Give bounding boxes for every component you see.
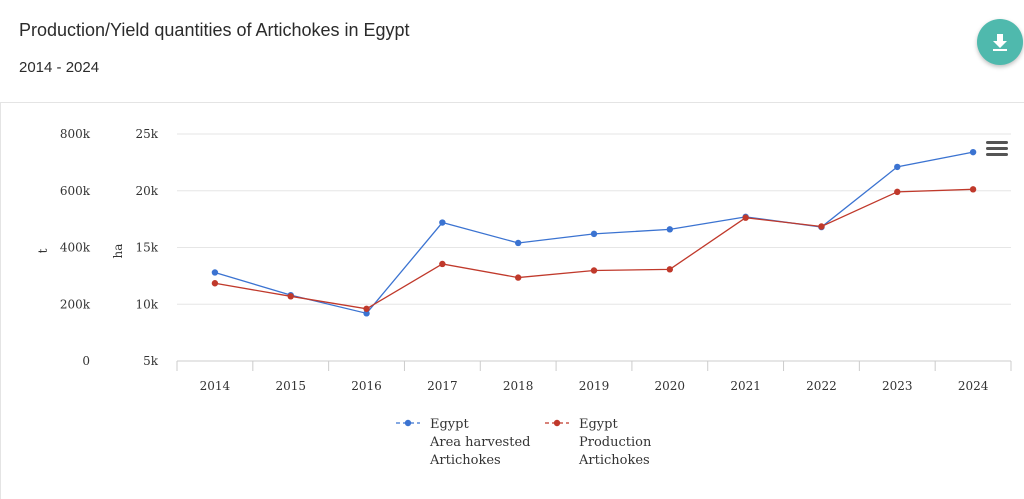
chart-title: Production/Yield quantities of Artichoke… <box>19 20 410 40</box>
series-2-point <box>742 214 749 221</box>
legend-swatch-marker <box>553 419 561 427</box>
series-2-point <box>211 280 219 287</box>
left-axis-tick-label: 0 <box>82 354 90 368</box>
x-axis-tick-label: 2020 <box>655 379 686 393</box>
chart-header: Production/Yield quantities of Artichoke… <box>0 0 1024 103</box>
x-axis-tick-label: 2019 <box>579 379 610 393</box>
legend-label: Egypt <box>430 417 469 432</box>
series-1-point <box>211 269 219 276</box>
chart-subtitle: 2014 - 2024 <box>19 59 100 76</box>
series-2-point <box>818 223 825 230</box>
right-axis-title: ha <box>111 244 125 259</box>
x-axis-tick-label: 2014 <box>200 379 231 393</box>
left-axis-tick-label: 800k <box>60 127 91 141</box>
series-1-point <box>969 148 977 156</box>
panel-divider <box>0 102 1 499</box>
x-axis-tick-label: 2023 <box>882 379 913 393</box>
x-axis-tick-label: 2016 <box>351 379 382 393</box>
series-2-point <box>590 267 598 274</box>
right-axis-tick-label: 5k <box>143 354 159 368</box>
left-axis-tick-label: 600k <box>60 184 91 198</box>
hamburger-menu-icon[interactable] <box>986 141 1008 157</box>
download-button[interactable] <box>977 19 1023 65</box>
x-axis-tick-label: 2024 <box>958 379 989 393</box>
left-axis-title: t <box>36 248 50 253</box>
legend-label: Egypt <box>579 417 618 432</box>
left-axis-tick-label: 400k <box>60 241 91 255</box>
legend-label: Production <box>579 435 652 450</box>
download-icon <box>993 34 1007 51</box>
series-1-point <box>363 310 370 317</box>
series-2-point <box>894 188 901 196</box>
left-axis-tick-label: 200k <box>60 297 91 311</box>
right-axis-tick-label: 10k <box>135 297 158 311</box>
series-2-point <box>514 274 522 281</box>
legend-swatch-marker <box>404 419 412 427</box>
x-axis-tick-label: 2021 <box>730 379 761 393</box>
series-2-point <box>439 260 446 268</box>
series-1-point <box>666 226 674 233</box>
series-line-2 <box>214 188 974 310</box>
series-2-point <box>969 186 977 193</box>
right-axis-tick-label: 15k <box>135 241 158 255</box>
chart-area: 5k 0 10k 200k 15k 400k 20k 600k 25k 800k t ha 2014 20… <box>36 127 1012 468</box>
right-axis-tick-label: 20k <box>135 184 158 198</box>
series-1-point <box>514 239 522 247</box>
legend-label: Artichokes <box>578 453 650 468</box>
series-2-point <box>666 266 674 273</box>
x-axis-tick-label: 2018 <box>503 379 534 393</box>
series-1-point <box>590 230 598 238</box>
series-2-point <box>287 293 294 300</box>
x-axis-tick-label: 2022 <box>806 379 837 393</box>
series-1-point <box>439 219 446 226</box>
legend-label: Area harvested <box>429 435 530 450</box>
x-axis-tick-label: 2017 <box>427 379 458 393</box>
x-axis-tick-label: 2015 <box>275 379 306 393</box>
right-axis-tick-label: 25k <box>135 127 158 141</box>
legend-label: Artichokes <box>429 453 501 468</box>
series-2-point <box>363 305 370 312</box>
series-1-point <box>894 163 901 171</box>
